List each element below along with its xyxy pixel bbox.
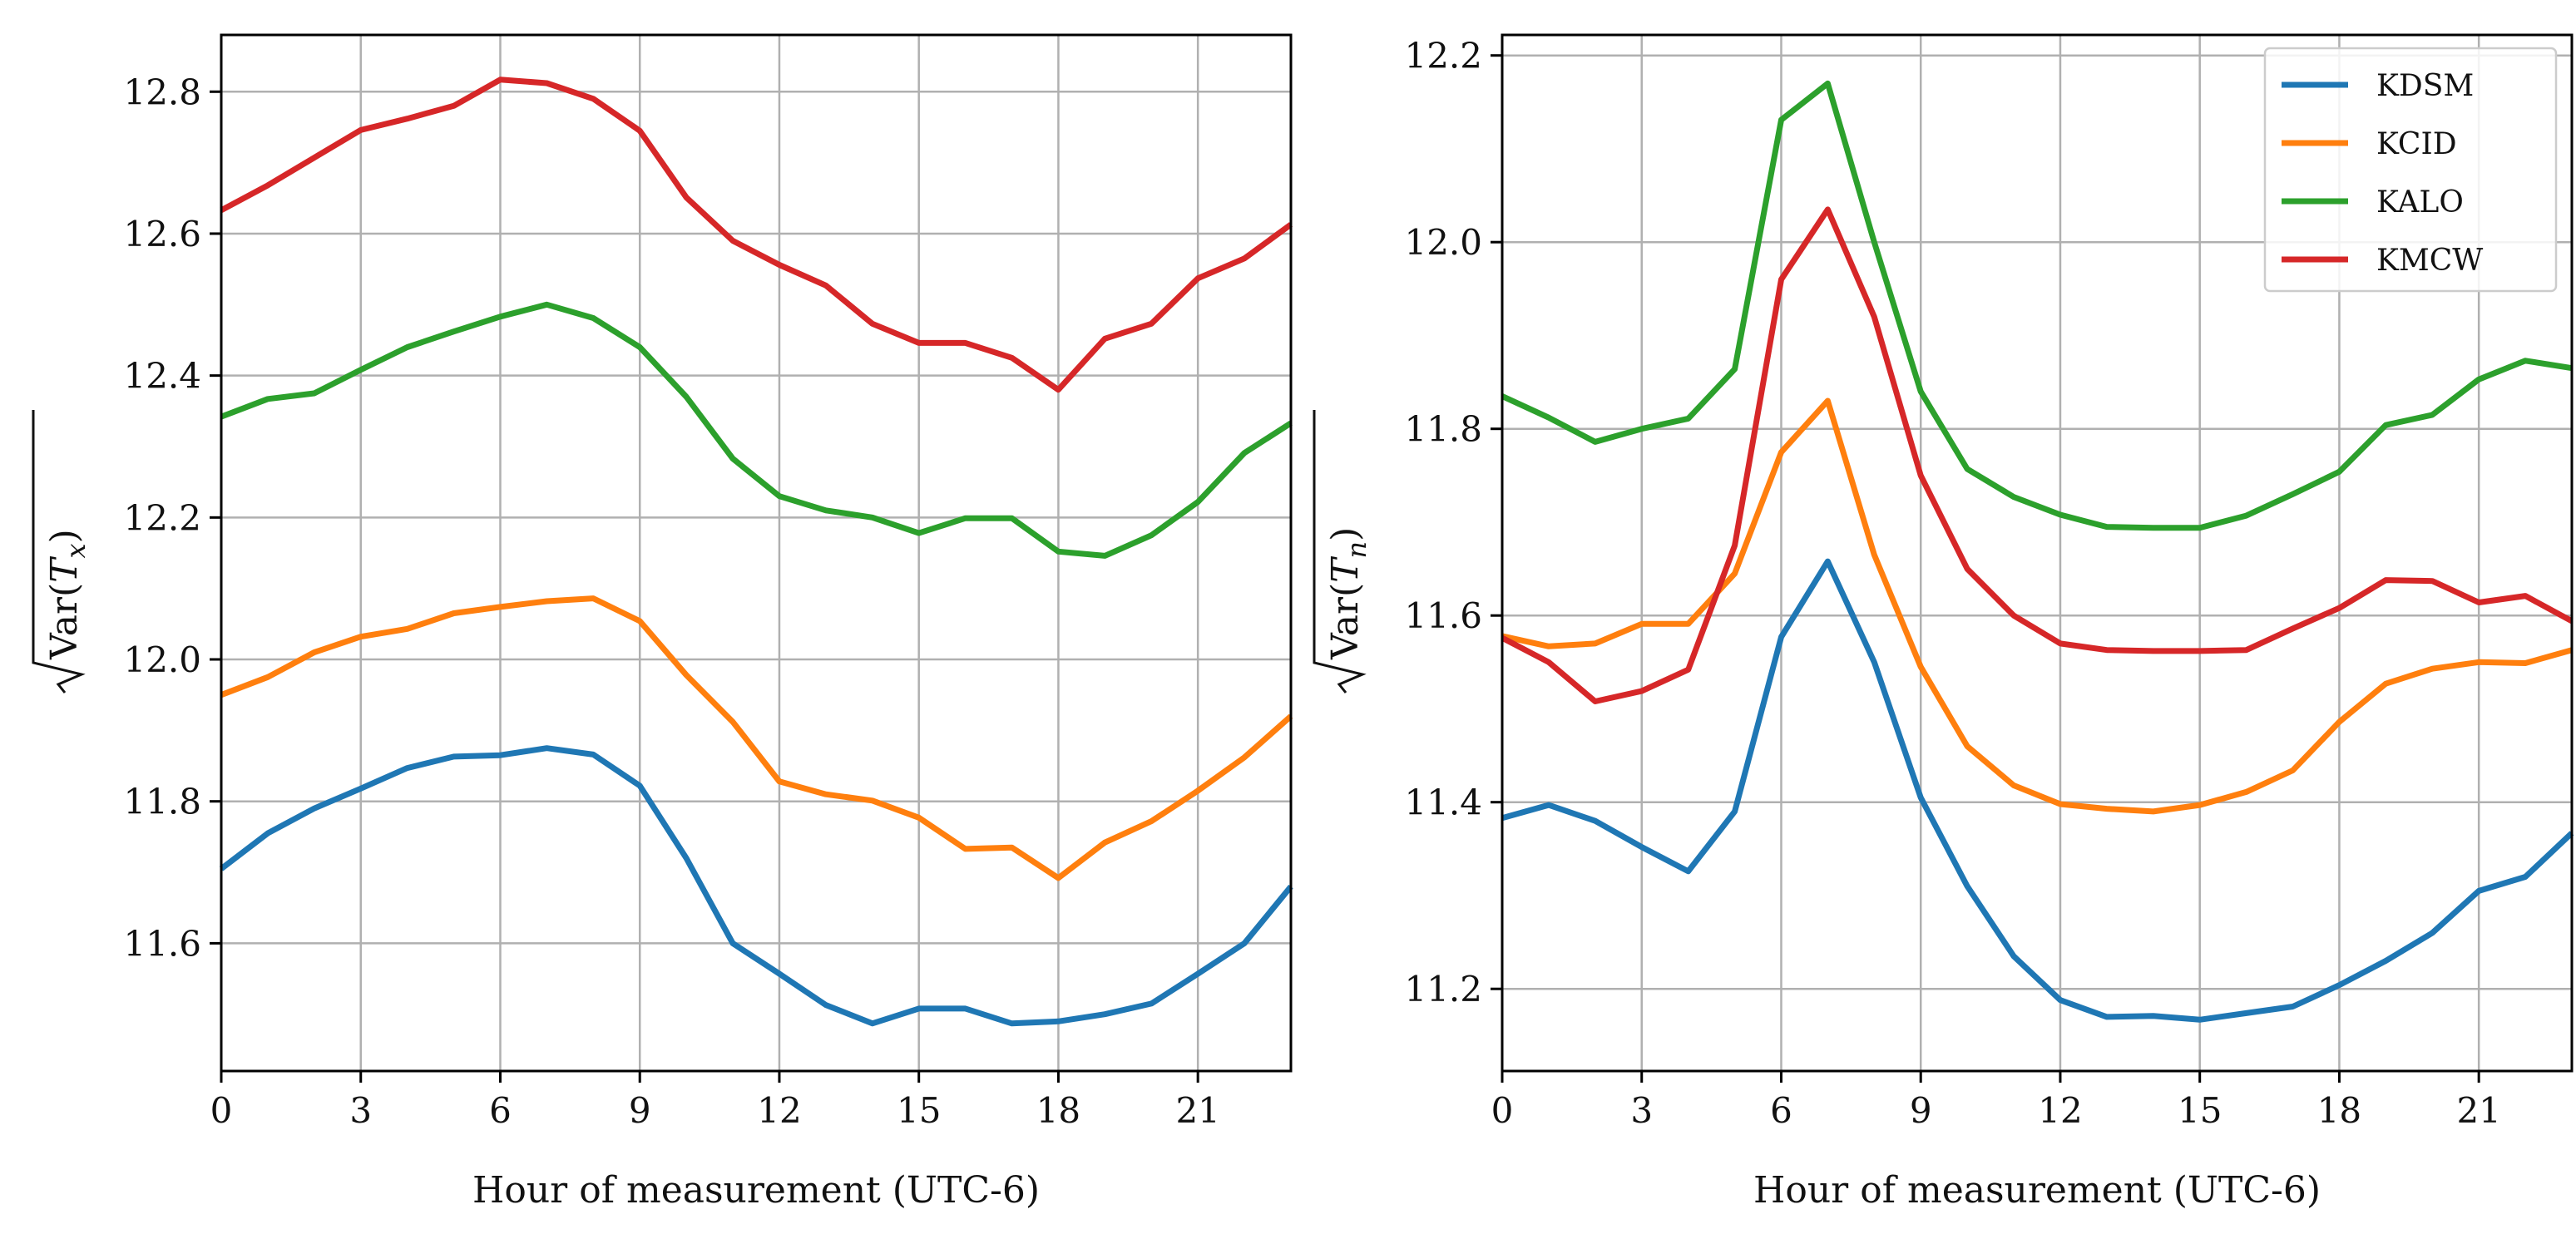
x-tick-label: 3 (349, 1090, 372, 1131)
x-axis-label: Hour of measurement (UTC-6) (1753, 1169, 2321, 1212)
series-line-kmcw (1501, 206, 2574, 704)
x-tick-label: 18 (1036, 1090, 1080, 1131)
y-tick-label: 11.4 (1404, 782, 1482, 823)
x-tick-label: 6 (489, 1090, 512, 1131)
series-line-kdsm (1501, 558, 2574, 1023)
x-tick-label: 21 (1175, 1090, 1219, 1131)
y-axis-label: Var(Tx) (32, 410, 91, 694)
x-tick-label: 18 (2317, 1090, 2361, 1131)
x-tick-label: 0 (1491, 1090, 1514, 1131)
y-tick-label: 12.2 (1404, 36, 1482, 77)
legend-box (2263, 47, 2558, 293)
series-line-2 (220, 595, 1293, 881)
x-tick-label: 6 (1770, 1090, 1792, 1131)
series-line-4 (220, 77, 1293, 393)
y-axis-label-text: Var(Tx) (43, 529, 91, 660)
series-line-kcid (1501, 397, 2573, 815)
radical-sign (32, 410, 86, 694)
legend-label-kmcw: KMCW (2376, 244, 2483, 278)
y-tick-label: 12.6 (123, 214, 201, 254)
x-tick-label: 9 (629, 1090, 651, 1131)
x-tick-label: 12 (2038, 1090, 2082, 1131)
radical-sign (1313, 410, 1367, 694)
y-axis-label: Var(Tn) (1313, 410, 1372, 694)
x-axis-label: Hour of measurement (UTC-6) (472, 1169, 1040, 1212)
x-tick-label: 0 (210, 1090, 233, 1131)
x-tick-label: 21 (2456, 1090, 2500, 1131)
x-tick-label: 15 (897, 1090, 941, 1131)
x-tick-label: 3 (1630, 1090, 1653, 1131)
y-tick-label: 12.0 (123, 639, 201, 680)
y-tick-label: 12.8 (123, 72, 201, 112)
y-tick-label: 11.8 (123, 782, 201, 822)
legend: KDSM KCID KALO KMCW (2263, 47, 2558, 293)
series-line-3 (220, 301, 1293, 559)
plot-frame (1501, 33, 2574, 1073)
x-tick-label: 12 (757, 1090, 801, 1131)
series-line-kalo (1501, 80, 2573, 531)
legend-label-kalo: KALO (2376, 185, 2464, 220)
legend-label-kdsm: KDSM (2376, 69, 2474, 103)
right-panel: 0 3 6 9 12 15 18 21 11.2 11.4 11.6 11.8 12.0 12.2 Hour… (1313, 33, 2574, 1212)
y-tick-label: 11.6 (123, 923, 201, 964)
y-tick-label: 12.4 (123, 356, 201, 397)
y-tick-label: 11.8 (1404, 409, 1482, 450)
x-tick-label: 9 (1910, 1090, 1932, 1131)
y-tick-label: 11.2 (1404, 969, 1482, 1009)
y-tick-label: 11.6 (1404, 595, 1482, 636)
plot-frame (220, 33, 1293, 1073)
y-tick-label: 12.2 (123, 497, 201, 538)
y-axis-label-text: Var(Tn) (1324, 527, 1372, 660)
x-tick-label: 15 (2178, 1090, 2222, 1131)
y-tick-label: 12.0 (1404, 222, 1482, 263)
series-line-1 (219, 745, 1293, 1027)
legend-label-kcid: KCID (2376, 127, 2457, 161)
left-panel: 0 3 6 9 12 15 18 21 11.6 11.8 12.0 12.2 12.4 12.6 12.8… (32, 33, 1293, 1212)
